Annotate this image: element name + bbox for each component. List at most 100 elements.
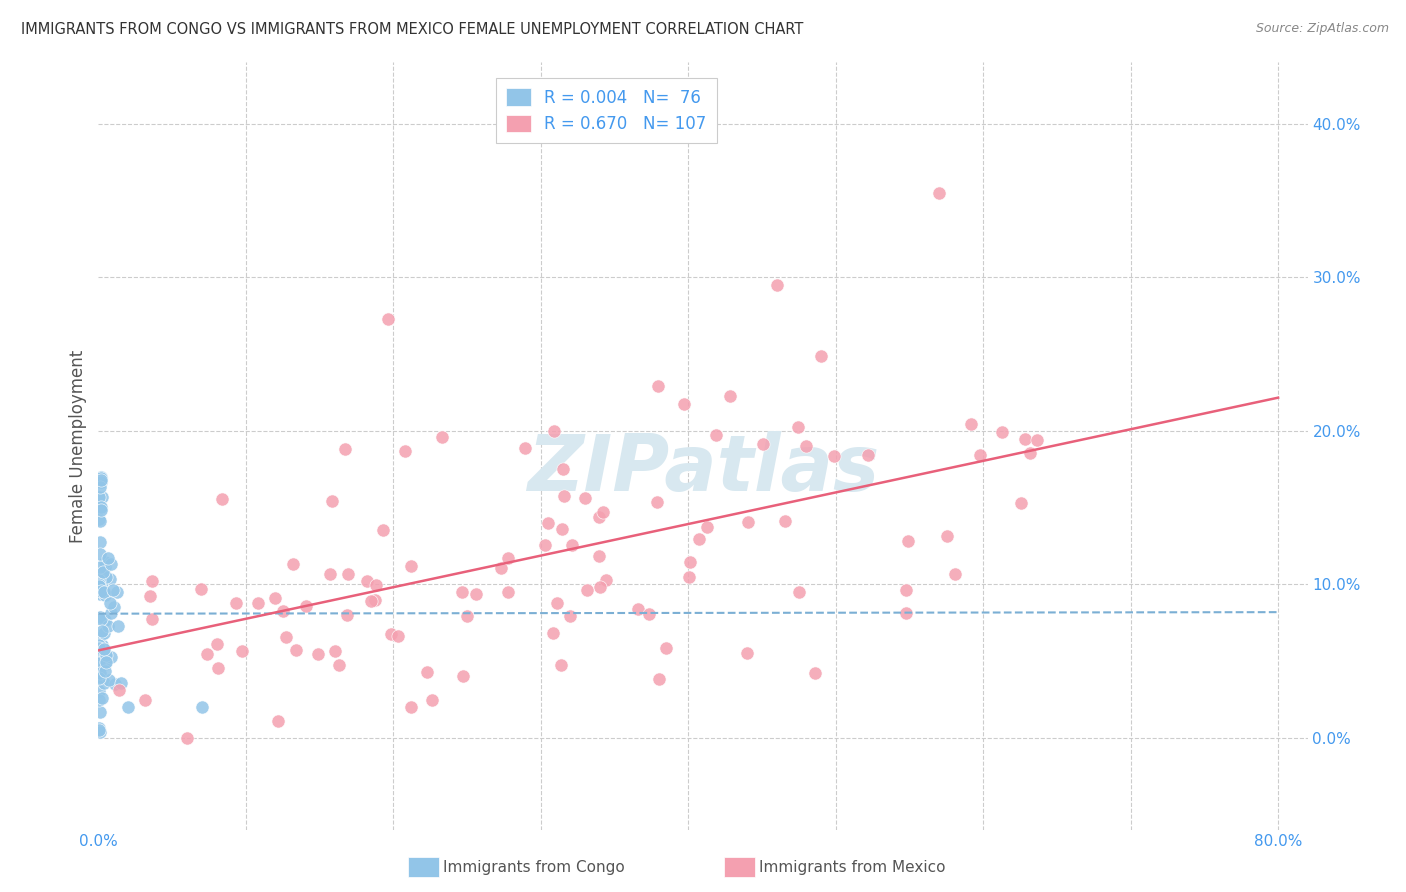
Point [513,442,536,456]
Point [97,550,120,565]
Point [295,599,318,613]
Point [430,430,453,444]
Point [87,576,110,591]
Point [93,657,115,671]
Point [323,644,346,658]
Point [415,665,437,680]
Point [321,494,343,508]
Point [534,538,557,552]
Point [399,699,422,714]
Point [543,424,565,438]
Point [765,277,787,292]
Point [89,535,111,549]
Point [176,731,198,745]
Point [897,534,920,549]
Point [98,673,121,688]
Point [90,624,112,639]
Point [90,500,112,514]
Point [264,591,287,606]
Point [337,566,360,581]
Point [90,502,112,516]
Point [688,533,710,547]
Point [96,570,118,584]
Point [356,574,378,588]
Point [89,653,111,667]
Point [207,661,229,675]
Point [935,529,957,543]
Point [1014,432,1036,446]
Point [595,573,617,587]
Point [134,693,156,707]
Point [101,583,124,598]
Point [1010,496,1032,510]
Point [856,448,879,462]
Text: Immigrants from Congo: Immigrants from Congo [443,860,624,874]
Point [89,705,111,719]
Point [87,642,110,657]
Point [990,425,1012,439]
Point [90,580,112,594]
Point [787,585,810,599]
Point [336,607,359,622]
Point [543,626,565,640]
Point [655,640,678,655]
Point [553,489,575,503]
Point [89,646,111,660]
Point [371,523,394,537]
Point [89,610,111,624]
Point [90,584,112,599]
Point [91,638,114,652]
Point [450,585,472,599]
Legend: R = 0.004   N=  76, R = 0.670   N= 107: R = 0.004 N= 76, R = 0.670 N= 107 [496,78,717,143]
Point [93,555,115,569]
Point [87,490,110,504]
Point [105,585,128,599]
Point [87,638,110,652]
Point [456,608,478,623]
Point [94,650,117,665]
Point [94,648,117,663]
Point [589,581,612,595]
Point [420,693,443,707]
Point [318,567,340,582]
Point [267,714,290,728]
Point [647,378,669,392]
Point [823,449,845,463]
Point [93,626,115,640]
Point [627,602,650,616]
Point [281,557,304,571]
Point [246,596,269,610]
Point [117,699,139,714]
Point [87,573,110,587]
Point [190,699,212,714]
Point [98,572,121,586]
Point [561,538,583,552]
Point [90,490,112,504]
Point [364,592,387,607]
Point [141,574,163,589]
Point [387,629,409,643]
Point [90,475,112,489]
Point [285,643,308,657]
Point [93,646,115,660]
Point [896,583,918,598]
Point [100,650,122,665]
Point [307,647,329,661]
Point [752,437,775,451]
Point [377,312,399,326]
Point [94,559,117,574]
Point [673,396,696,410]
Point [211,491,233,506]
Point [90,690,112,705]
Point [94,656,117,670]
Point [328,657,350,672]
Point [775,514,797,528]
Point [94,664,117,678]
Point [104,676,127,690]
Point [87,656,110,670]
Point [638,607,661,622]
Text: IMMIGRANTS FROM CONGO VS IMMIGRANTS FROM MEXICO FEMALE UNEMPLOYMENT CORRELATION : IMMIGRANTS FROM CONGO VS IMMIGRANTS FROM… [21,22,803,37]
Point [960,417,983,431]
Point [645,495,668,509]
Point [93,676,115,690]
